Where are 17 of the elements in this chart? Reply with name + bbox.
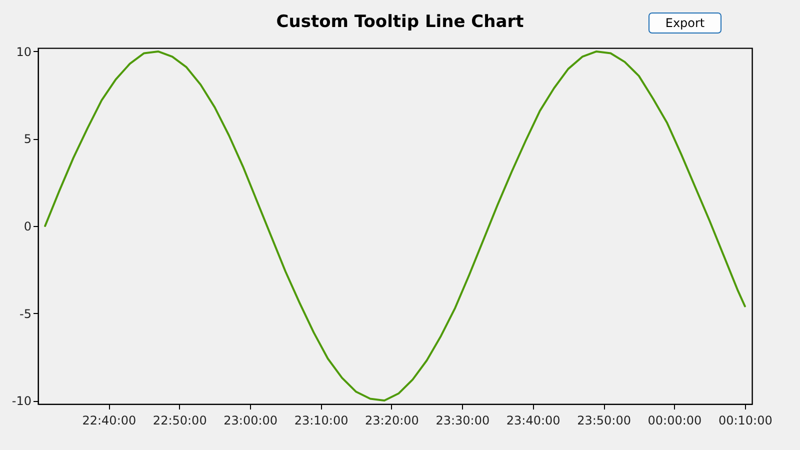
chart-title: Custom Tooltip Line Chart: [276, 12, 524, 32]
x-tick-label: 22:50:00: [152, 414, 207, 428]
x-tick-label: 22:40:00: [82, 414, 136, 428]
y-tick-label: 10: [16, 44, 32, 59]
y-tick-label: -5: [20, 306, 32, 321]
text: Export: [665, 16, 705, 30]
x-tick-label: 23:20:00: [365, 414, 419, 428]
x-tick-label: 23:30:00: [436, 414, 490, 428]
x-tick-label: 23:00:00: [224, 414, 278, 428]
x-tick-label: 00:00:00: [648, 414, 702, 428]
x-tick-label: 23:40:00: [506, 414, 560, 428]
y-tick-label: -10: [12, 394, 32, 408]
x-tick-label: 23:10:00: [294, 414, 348, 428]
x-tick-label: 23:50:00: [577, 414, 631, 428]
x-tick-label: 00:10:00: [718, 414, 772, 428]
y-tick-label: 0: [24, 220, 32, 234]
y-tick-label: 5: [24, 132, 32, 146]
